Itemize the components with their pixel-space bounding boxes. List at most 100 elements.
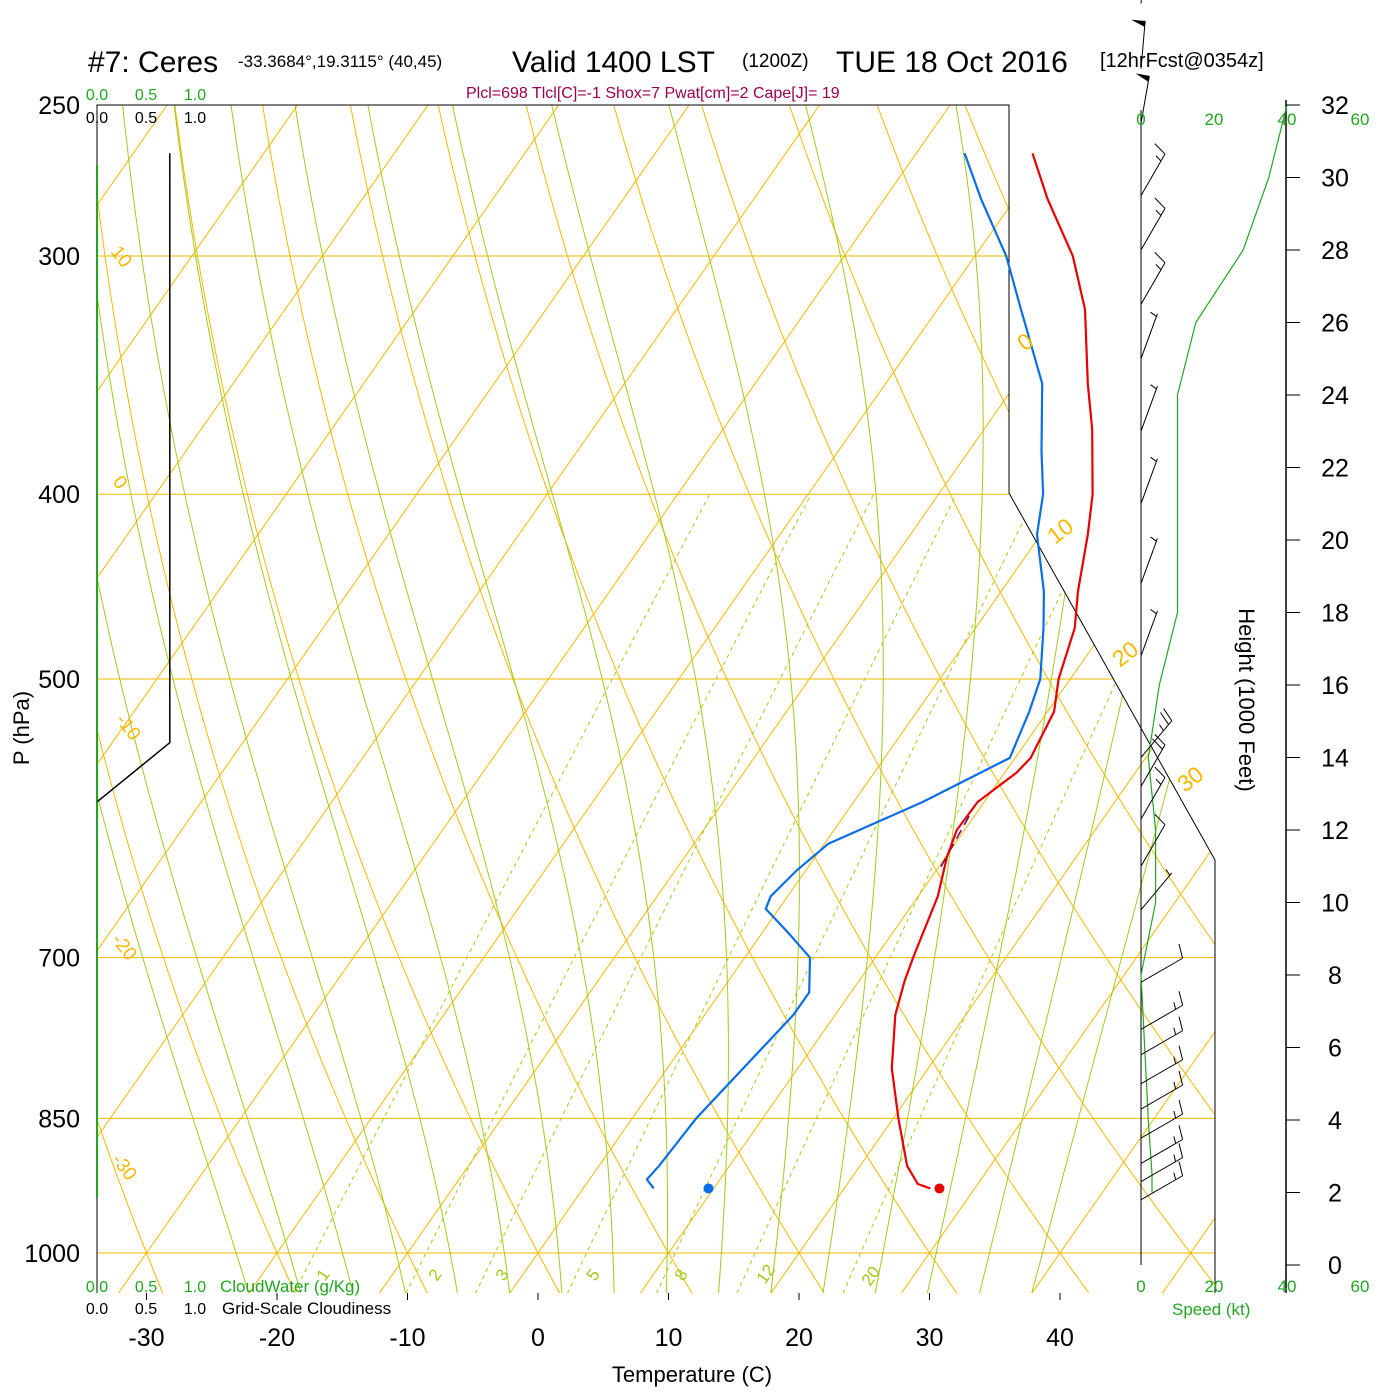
isotherm-line — [770, 105, 1215, 1293]
grid-scale-cloudiness-line — [96, 153, 171, 803]
height-tick-label: 2 — [1328, 1180, 1342, 1208]
speed-tick-label: 0 — [1136, 110, 1145, 129]
wind-barb — [1131, 19, 1146, 69]
pressure-tick-label: 300 — [38, 243, 80, 271]
moist-adiabat-line — [284, 105, 563, 1293]
wind-barb — [1140, 708, 1173, 758]
cloudiness-tick-label: 1.0 — [184, 110, 206, 127]
moist-adiabat-line — [926, 105, 1105, 1293]
surface-dewpoint-dot — [703, 1183, 714, 1194]
isobar-lines — [97, 255, 1215, 1254]
mixing-ratio-line — [736, 493, 1109, 1293]
wind-barb — [1140, 143, 1166, 196]
dewpoint-trace — [645, 152, 1046, 1190]
isotherm-label: -10 — [111, 710, 144, 745]
speed-tick-label: 20 — [1205, 110, 1224, 129]
height-tick-label: 6 — [1328, 1035, 1342, 1063]
isotherm-line — [97, 105, 608, 1293]
stability-indices: Plcl=698 Tlcl[C]=-1 Shox=7 Pwat[cm]=2 Ca… — [466, 85, 840, 102]
pressure-tick-label: 250 — [38, 92, 80, 120]
height-tick-label: 10 — [1321, 890, 1349, 918]
temp-tick-label: -20 — [259, 1324, 295, 1352]
isotherm-line — [97, 105, 738, 1293]
station-title: #7: Ceres — [88, 46, 218, 79]
isotherm-line — [248, 105, 1130, 1293]
cloudwater-tick-label: 0.5 — [135, 87, 157, 104]
height-tick-label: 20 — [1321, 527, 1349, 555]
dry-adiabat-label: 0 — [1012, 328, 1038, 356]
height-tick-label: 30 — [1321, 165, 1349, 193]
mixing-ratio-line — [656, 493, 1037, 1293]
pressure-tick-label: 1000 — [24, 1240, 80, 1268]
temperature-trace — [890, 152, 1094, 1190]
dry-adiabat-line — [680, 105, 1215, 1293]
cloudwater-tick-label: 0.0 — [86, 87, 108, 104]
moist-adiabat-line — [97, 105, 250, 1293]
wind-barb — [1140, 1016, 1184, 1056]
isotherm-line — [1293, 36, 1400, 1293]
wind-barb — [1140, 991, 1184, 1030]
height-tick-label: 8 — [1328, 962, 1342, 990]
moist-adiabat-line — [97, 105, 302, 1293]
mixing-ratio-label: 2 — [425, 1266, 446, 1285]
moist-adiabat-line — [535, 105, 729, 1293]
wind-barb — [1140, 311, 1158, 359]
surface-temperature-dot — [934, 1183, 945, 1194]
moist-adiabat-line — [1031, 105, 1215, 1293]
pressure-tick-label: 850 — [38, 1105, 80, 1133]
dry-adiabat-line — [251, 105, 693, 1293]
wind-barb — [1140, 766, 1166, 820]
height-tick-label: 16 — [1321, 672, 1349, 700]
mixing-ratio-label: 3 — [492, 1266, 513, 1285]
temp-tick-label: 30 — [916, 1324, 944, 1352]
cloudwater-tick-label: 0.0 — [86, 1279, 108, 1296]
moist-adiabat-line — [787, 105, 884, 1293]
dry-adiabat-line — [766, 105, 1215, 1293]
speed-tick-label: 20 — [1205, 1277, 1224, 1296]
wind-barb — [1140, 1099, 1184, 1139]
height-tick-label: 24 — [1321, 382, 1349, 410]
wind-barb — [1140, 197, 1166, 251]
mixing-ratio-lines — [293, 493, 1204, 1293]
temp-tick-label: 0 — [531, 1324, 545, 1352]
dry-adiabat-line — [97, 105, 428, 1293]
height-tick-label: 28 — [1321, 237, 1349, 265]
moist-adiabat-line — [221, 105, 511, 1293]
wind-barb — [1140, 1161, 1184, 1201]
cloudwater-tick-label: 0.5 — [135, 1279, 157, 1296]
isotherm-line — [97, 105, 216, 1293]
valid-date: TUE 18 Oct 2016 — [836, 46, 1068, 79]
speed-tick-label: 60 — [1351, 1277, 1370, 1296]
dry-adiabat-line — [337, 105, 825, 1293]
moist-adiabat-line — [650, 105, 800, 1293]
isotherm-lines — [97, 36, 1400, 1293]
wind-barb — [1140, 1143, 1184, 1183]
isotherm-label: 0 — [108, 472, 131, 493]
moist-adiabat-line — [115, 105, 406, 1293]
wind-barb — [1140, 813, 1166, 867]
dry-adiabat-label: 20 — [1107, 636, 1143, 672]
mixing-ratio-line — [293, 493, 711, 1293]
moist-adiabat-line — [97, 105, 354, 1293]
wind-barbs — [1131, 0, 1184, 1201]
moist-adiabat-lines — [97, 105, 1215, 1293]
isotherm-label: -20 — [107, 930, 140, 965]
moist-adiabat-line — [874, 105, 984, 1293]
isotherm-line — [900, 105, 1215, 1293]
height-axis-label: Height (1000 Feet) — [1234, 608, 1259, 791]
speed-tick-label: 0 — [1136, 1277, 1145, 1296]
cloudiness-label: Grid-Scale Cloudiness — [222, 1299, 391, 1318]
height-tick-label: 26 — [1321, 310, 1349, 338]
temp-tick-label: 10 — [655, 1324, 683, 1352]
isotherm-line — [1161, 105, 1215, 1293]
parcel-trace — [938, 815, 970, 871]
isotherm-line — [1031, 105, 1215, 1293]
cloudiness-tick-label: 0.0 — [86, 110, 108, 127]
temp-tick-label: -10 — [389, 1324, 425, 1352]
valid-time: Valid 1400 LST — [512, 46, 715, 79]
forecast-label: [12hrFcst@0354z] — [1100, 50, 1264, 72]
wind-barb — [1140, 384, 1158, 432]
height-tick-label: 4 — [1328, 1107, 1342, 1135]
plot-frame — [96, 104, 1216, 1293]
